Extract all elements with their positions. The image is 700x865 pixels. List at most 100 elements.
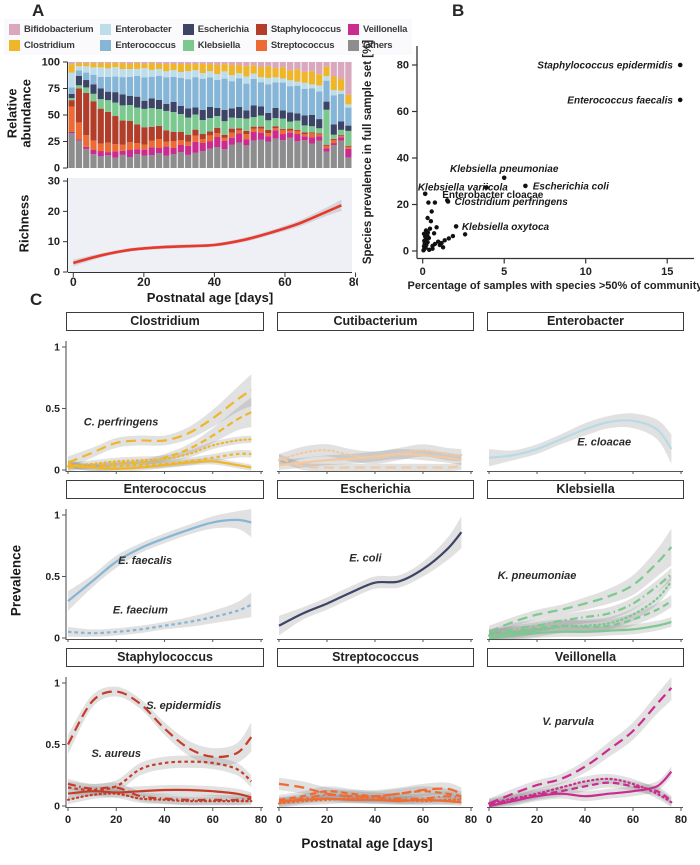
svg-text:60: 60 — [417, 814, 429, 826]
facet-title: Clostridium — [66, 312, 264, 331]
legend-item: Escherichia — [182, 22, 249, 36]
legend-item: Klebsiella — [182, 38, 249, 52]
legend-label: Escherichia — [197, 23, 249, 35]
labeled-point — [523, 183, 528, 189]
species-point-label: Clostridium perfringens — [454, 197, 568, 208]
svg-text:0: 0 — [54, 163, 60, 175]
facet-plot: E. coli — [277, 516, 473, 642]
richness-line-chart: 0 10 20 30 0 20 40 60 80 — [48, 176, 358, 289]
facet-escherichia: Escherichia E. coli — [274, 480, 478, 642]
svg-text:0: 0 — [54, 465, 60, 475]
svg-text:0: 0 — [54, 267, 60, 279]
svg-text:15: 15 — [661, 266, 673, 278]
species-curve — [488, 687, 673, 805]
labeled-point — [422, 191, 428, 197]
legend-color-swatch — [255, 23, 267, 35]
svg-text:0.5: 0.5 — [46, 571, 60, 583]
species-curve — [487, 777, 673, 805]
facet-staphylococcus: Staphylococcus S. epidermidis S. aureus 0 20… — [46, 648, 268, 828]
confidence-band — [489, 528, 672, 638]
confidence-band — [68, 755, 252, 797]
svg-text:0: 0 — [54, 633, 60, 643]
svg-text:80: 80 — [397, 60, 409, 72]
species-point-label: Enterococcus faecalis — [567, 95, 673, 106]
facet-title: Enterococcus — [66, 480, 264, 499]
facet-plot: 0 20 40 60 80 — [276, 777, 477, 826]
species-curve — [67, 460, 252, 470]
svg-text:0: 0 — [276, 814, 282, 826]
legend-label: Bifidobacterium — [24, 23, 94, 35]
legend-item: Bifidobacterium — [9, 22, 94, 36]
confidence-band — [68, 784, 252, 803]
svg-text:40: 40 — [208, 275, 222, 289]
svg-text:0.5: 0.5 — [46, 739, 60, 751]
legend-item: Others — [347, 38, 407, 52]
svg-text:30: 30 — [48, 176, 60, 188]
legend-item: Streptococcus — [255, 38, 341, 52]
svg-text:60: 60 — [207, 814, 219, 826]
panel-a-x-axis-label: Postnatal age [days] — [146, 290, 274, 305]
species-curve — [488, 600, 672, 638]
species-curve — [67, 411, 252, 469]
species-curve — [488, 620, 672, 640]
species-curve — [67, 389, 252, 464]
legend-label: Streptococcus — [270, 39, 335, 51]
genus-color-legend: Bifidobacterium Clostridium Enterobacter En… — [4, 19, 413, 55]
species-annotation: E. cloacae — [577, 436, 631, 448]
species-curve — [277, 449, 463, 462]
svg-text:25: 25 — [48, 136, 60, 148]
species-annotation: E. coli — [349, 553, 382, 565]
species-curve — [488, 573, 673, 637]
legend-label: Others — [362, 39, 393, 51]
species-curve — [278, 797, 462, 804]
legend-label: Enterobacter — [115, 23, 172, 35]
species-annotation: S. epidermidis — [146, 700, 221, 712]
svg-text:5: 5 — [501, 266, 507, 278]
species-curve — [67, 603, 252, 635]
svg-text:80: 80 — [255, 814, 267, 826]
legend-color-swatch — [255, 39, 267, 51]
species-curve — [67, 452, 252, 469]
legend-label: Veillonella — [362, 23, 408, 35]
svg-text:60: 60 — [278, 275, 292, 289]
species-point-label: Klebsiella variicola — [418, 182, 508, 193]
svg-text:20: 20 — [137, 275, 151, 289]
richness-curve — [72, 204, 342, 265]
legend-label: Enterococcus — [115, 39, 176, 51]
confidence-band — [489, 575, 672, 640]
labeled-point — [453, 224, 459, 229]
species-curve — [278, 790, 462, 801]
species-curve — [67, 760, 253, 792]
species-curve — [66, 438, 253, 468]
svg-text:40: 40 — [369, 814, 381, 826]
svg-text:0: 0 — [486, 814, 492, 826]
species-curve — [67, 518, 252, 602]
legend-label: Staphylococcus — [270, 23, 341, 35]
facet-plot — [277, 444, 473, 474]
svg-text:10: 10 — [48, 236, 60, 248]
species-curve — [278, 456, 462, 469]
legend-color-swatch — [100, 23, 112, 35]
svg-text:20: 20 — [48, 206, 60, 218]
facet-title: Staphylococcus — [66, 648, 264, 667]
facet-enterococcus: Enterococcus E. faecalis E. faecium 0 0.5 1 — [46, 480, 268, 642]
labeled-point — [501, 175, 507, 181]
facet-cutibacterium: Cutibacterium — [274, 312, 478, 474]
legend-color-swatch — [347, 39, 359, 51]
labeled-point — [445, 199, 451, 204]
facet-plot: S. epidermidis S. aureus 0 20 40 60 80 0 0.5 1 — [46, 677, 267, 826]
species-curve — [66, 792, 253, 803]
legend-label: Clostridium — [24, 39, 75, 51]
species-point-label: Enterobacter cloacae — [442, 190, 544, 201]
legend-label: Klebsiella — [197, 39, 241, 51]
facet-plot: V. parvula 0 20 40 60 80 — [486, 677, 687, 826]
species-annotation: E. faecium — [113, 604, 168, 616]
facet-title: Streptococcus — [277, 648, 474, 667]
species-curve — [488, 770, 673, 808]
legend-item: Staphylococcus — [255, 22, 341, 36]
prevalence-y-axis-label: Prevalence — [8, 544, 24, 617]
svg-text:80: 80 — [675, 814, 687, 826]
facet-veillonella: Veillonella V. parvula 0 20 40 60 80 — [484, 648, 688, 828]
facet-plot: E. faecalis E. faecium 0 0.5 1 — [46, 509, 263, 643]
svg-text:60: 60 — [397, 106, 409, 118]
